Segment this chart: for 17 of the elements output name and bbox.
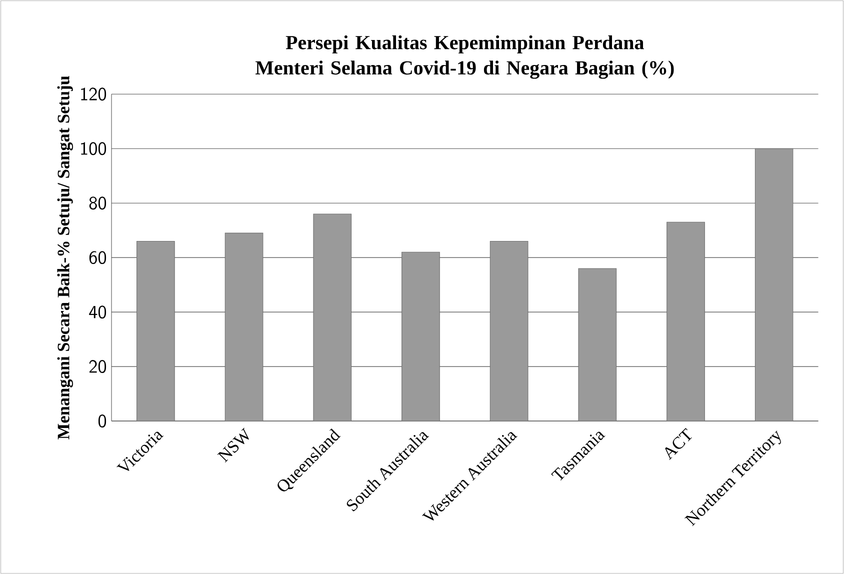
bar xyxy=(402,252,440,421)
y-tick-label: 20 xyxy=(89,360,106,373)
bar xyxy=(754,148,794,421)
bar xyxy=(136,240,175,421)
y-tick-label: 60 xyxy=(89,251,106,264)
bar xyxy=(490,240,528,421)
bar xyxy=(224,232,264,421)
bar xyxy=(666,222,705,421)
y-tick-label: 100 xyxy=(81,142,106,156)
bar xyxy=(313,214,352,421)
y-tick-label: 80 xyxy=(89,196,106,210)
y-axis-title: Menangani Secara Baik-% Setuju/ Sangat Setuju xyxy=(57,76,74,440)
y-tick-label: 120 xyxy=(81,88,106,101)
y-tick-label: 40 xyxy=(89,306,106,318)
y-tick-label: 0 xyxy=(98,414,106,428)
bar xyxy=(578,268,617,421)
chart-title: Persepi Kualitas Kepemimpinan Perdana Menteri Selama Covid-19 di Negara Bagian (%) xyxy=(255,35,674,79)
